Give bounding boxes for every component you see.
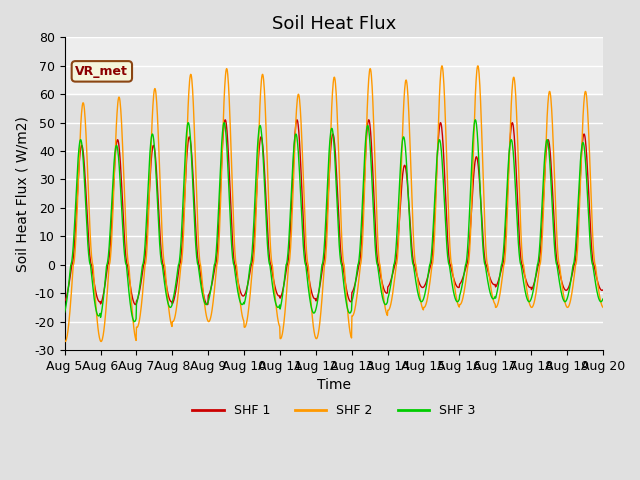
Text: VR_met: VR_met xyxy=(76,65,128,78)
X-axis label: Time: Time xyxy=(317,378,351,392)
Legend: SHF 1, SHF 2, SHF 3: SHF 1, SHF 2, SHF 3 xyxy=(188,399,480,422)
Bar xyxy=(65,37,603,94)
Title: Soil Heat Flux: Soil Heat Flux xyxy=(271,15,396,33)
Y-axis label: Soil Heat Flux ( W/m2): Soil Heat Flux ( W/m2) xyxy=(15,116,29,272)
